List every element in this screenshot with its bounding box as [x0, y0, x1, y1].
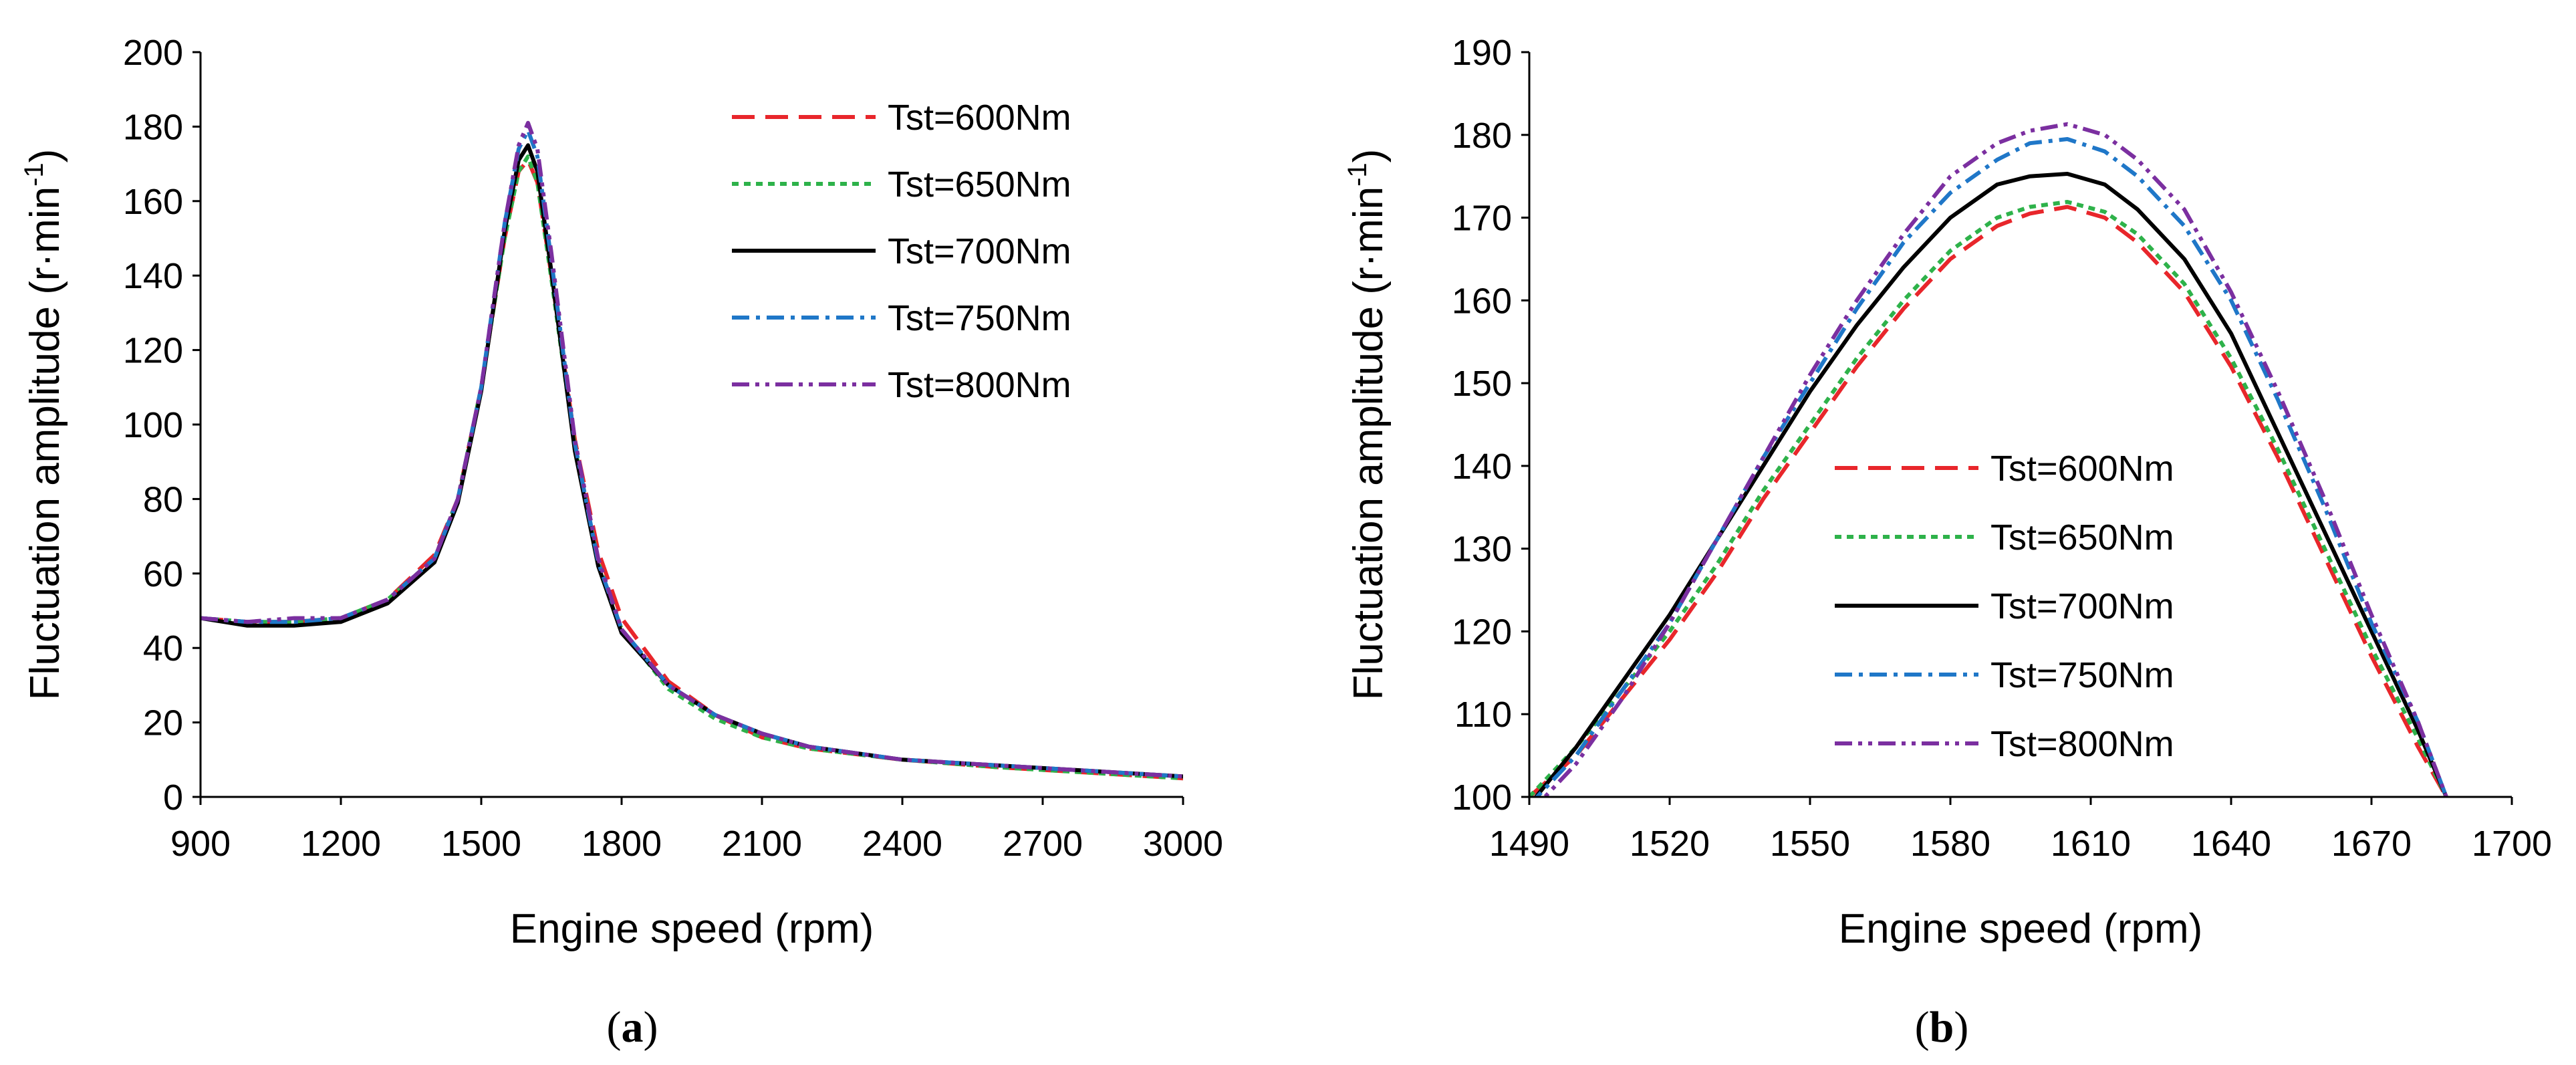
legend-label: Tst=600Nm: [1990, 449, 2174, 489]
series-line-tst-700nm: [1533, 172, 2448, 797]
series-line-tst-600nm: [1529, 205, 2448, 797]
x-tick-label: 1550: [1770, 824, 1850, 864]
legend-label: Tst=600Nm: [888, 98, 1071, 138]
series-line-tst-750nm: [1534, 137, 2448, 797]
x-tick-label: 1520: [1630, 824, 1710, 864]
x-tick-label: 1490: [1489, 824, 1569, 864]
x-tick-label: 2100: [722, 824, 802, 864]
y-tick-label: 180: [123, 107, 183, 147]
legend-label: Tst=750Nm: [888, 298, 1071, 338]
legend-label: Tst=800Nm: [1990, 724, 2174, 764]
x-tick-label: 2700: [1003, 824, 1083, 864]
y-tick-label: 40: [143, 628, 183, 669]
legend-label: Tst=750Nm: [1990, 655, 2174, 695]
y-tick-label: 120: [1452, 612, 1512, 652]
x-tick-label: 3000: [1143, 824, 1223, 864]
y-tick-label: 150: [1452, 364, 1512, 404]
x-tick-label: 1200: [301, 824, 381, 864]
chart-b-x-axis-title: Engine speed (rpm): [1839, 906, 2203, 952]
y-tick-label: 20: [143, 703, 183, 743]
chart-panel-a: 900 1200 1500 1800 2100 2400 2700 3000 0 20 40 60 80…: [19, 33, 1223, 1052]
series-line-tst-800nm: [201, 120, 1183, 779]
chart-b-panel-label: (b): [1915, 1003, 1969, 1052]
chart-panel-b: 1490 1520 1550 1580 1610 1640 1670 1700 100 110 12…: [1343, 33, 2552, 1052]
x-tick-label: 1670: [2331, 824, 2412, 864]
x-tick-label: 1580: [1910, 824, 1990, 864]
chart-a-ticks: 900 1200 1500 1800 2100 2400 2700 3000 0 20 40 60 80…: [123, 33, 1223, 864]
y-tick-label: 0: [163, 778, 183, 818]
chart-b-legend: Tst=600Nm Tst=650Nm Tst=700Nm Tst=750Nm Tst=…: [1835, 449, 2174, 764]
y-tick-label: 100: [1452, 778, 1512, 818]
legend-label: Tst=650Nm: [1990, 517, 2174, 558]
chart-a-panel-label: (a): [607, 1003, 658, 1052]
legend-label: Tst=700Nm: [888, 231, 1071, 271]
x-tick-label: 1800: [582, 824, 662, 864]
legend-label: Tst=800Nm: [888, 365, 1071, 405]
chart-a-legend: Tst=600Nm Tst=650Nm Tst=700Nm Tst=750Nm Tst=…: [732, 98, 1071, 405]
y-tick-label: 80: [143, 479, 183, 519]
chart-a-y-axis-title: Fluctuation amplitude (r·min-1): [19, 149, 68, 701]
legend-label: Tst=650Nm: [888, 164, 1071, 205]
x-tick-label: 1640: [2191, 824, 2271, 864]
chart-a-series: [201, 120, 1183, 781]
chart-b-ticks: 1490 1520 1550 1580 1610 1640 1670 1700 100 110 12…: [1452, 33, 2552, 864]
y-tick-label: 200: [123, 33, 183, 73]
y-tick-label: 160: [123, 182, 183, 222]
y-tick-label: 100: [123, 405, 183, 445]
x-tick-label: 1700: [2472, 824, 2552, 864]
y-tick-label: 190: [1452, 33, 1512, 73]
x-tick-label: 1610: [2051, 824, 2131, 864]
y-tick-label: 170: [1452, 199, 1512, 239]
x-tick-label: 2400: [862, 824, 942, 864]
chart-b-y-axis-title: Fluctuation amplitude (r·min-1): [1343, 149, 1392, 701]
y-tick-label: 120: [123, 331, 183, 371]
x-tick-label: 1500: [441, 824, 521, 864]
chart-b-series: [1529, 122, 2448, 797]
series-line-tst-750nm: [201, 128, 1183, 779]
series-line-tst-650nm: [1529, 200, 2448, 797]
series-line-tst-800nm: [1542, 122, 2448, 797]
y-tick-label: 130: [1452, 529, 1512, 570]
y-tick-label: 110: [1454, 695, 1512, 735]
y-tick-label: 60: [143, 554, 183, 594]
chart-a-x-axis-title: Engine speed (rpm): [510, 906, 874, 952]
y-tick-label: 140: [123, 256, 183, 296]
legend-label: Tst=700Nm: [1990, 586, 2174, 626]
y-tick-label: 160: [1452, 281, 1512, 321]
y-tick-label: 180: [1452, 116, 1512, 156]
y-tick-label: 140: [1452, 447, 1512, 487]
x-tick-label: 900: [170, 824, 231, 864]
